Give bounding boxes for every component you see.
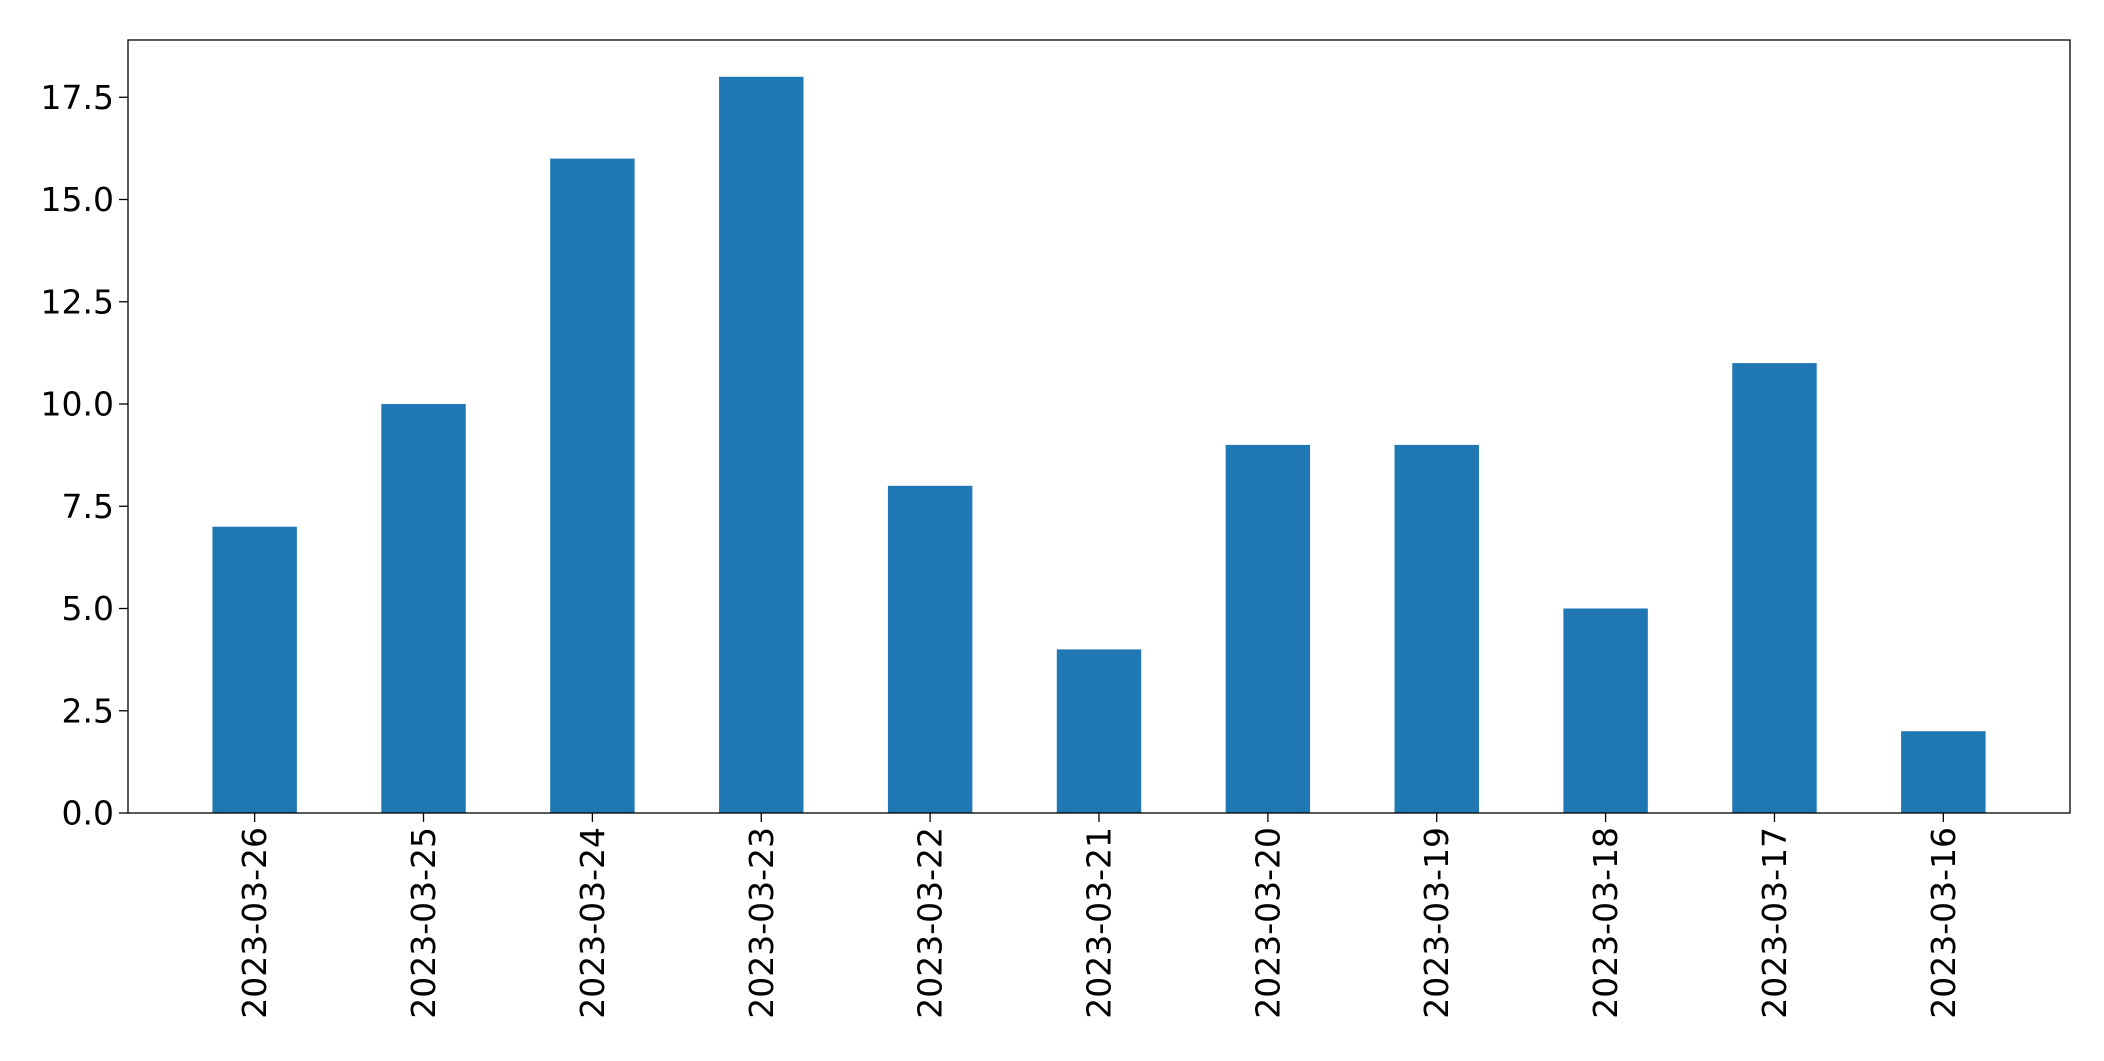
bar-2023-03-16 xyxy=(1901,731,1986,813)
bar-2023-03-20 xyxy=(1225,444,1311,813)
bar-2023-03-22 xyxy=(887,485,973,813)
y-tick-label: 7.5 xyxy=(62,487,114,526)
x-tick-label: 2023-03-24 xyxy=(573,827,612,1019)
y-tick-label: 5.0 xyxy=(62,589,114,628)
x-tick-label: 2023-03-26 xyxy=(235,827,274,1019)
x-tick-label: 2023-03-22 xyxy=(911,827,950,1019)
x-tick-label: 2023-03-25 xyxy=(404,827,443,1019)
bar-2023-03-21 xyxy=(1056,649,1142,813)
y-tick-label: 15.0 xyxy=(41,180,114,219)
y-tick-label: 0.0 xyxy=(62,794,114,833)
y-tick-label: 17.5 xyxy=(41,78,114,117)
x-axis: 2023-03-26 2023-03-25 2023-03-24 2023-03-23… xyxy=(235,813,1963,1019)
bar-2023-03-24 xyxy=(550,158,635,813)
y-axis: 0.0 2.5 5.0 7.5 10.0 12.5 15.0 17.5 xyxy=(41,78,128,833)
bars-group xyxy=(212,76,1986,814)
x-tick-label: 2023-03-23 xyxy=(742,827,781,1019)
bar-2023-03-19 xyxy=(1394,444,1479,813)
x-tick-label: 2023-03-21 xyxy=(1080,827,1119,1019)
y-tick-label: 10.0 xyxy=(41,385,114,424)
bar-2023-03-25 xyxy=(381,404,466,813)
x-tick-label: 2023-03-17 xyxy=(1755,827,1794,1019)
bar-2023-03-26 xyxy=(212,526,297,813)
bar-2023-03-17 xyxy=(1732,363,1817,813)
y-tick-label: 2.5 xyxy=(62,691,114,730)
x-tick-label: 2023-03-20 xyxy=(1248,827,1287,1019)
x-tick-label: 2023-03-19 xyxy=(1417,827,1456,1019)
bar-2023-03-23 xyxy=(719,76,804,814)
x-tick-label: 2023-03-18 xyxy=(1586,827,1625,1019)
x-tick-label: 2023-03-16 xyxy=(1924,827,1963,1019)
plot-frame xyxy=(127,39,2071,814)
bar-2023-03-18 xyxy=(1563,608,1648,813)
y-tick-label: 12.5 xyxy=(41,282,114,321)
